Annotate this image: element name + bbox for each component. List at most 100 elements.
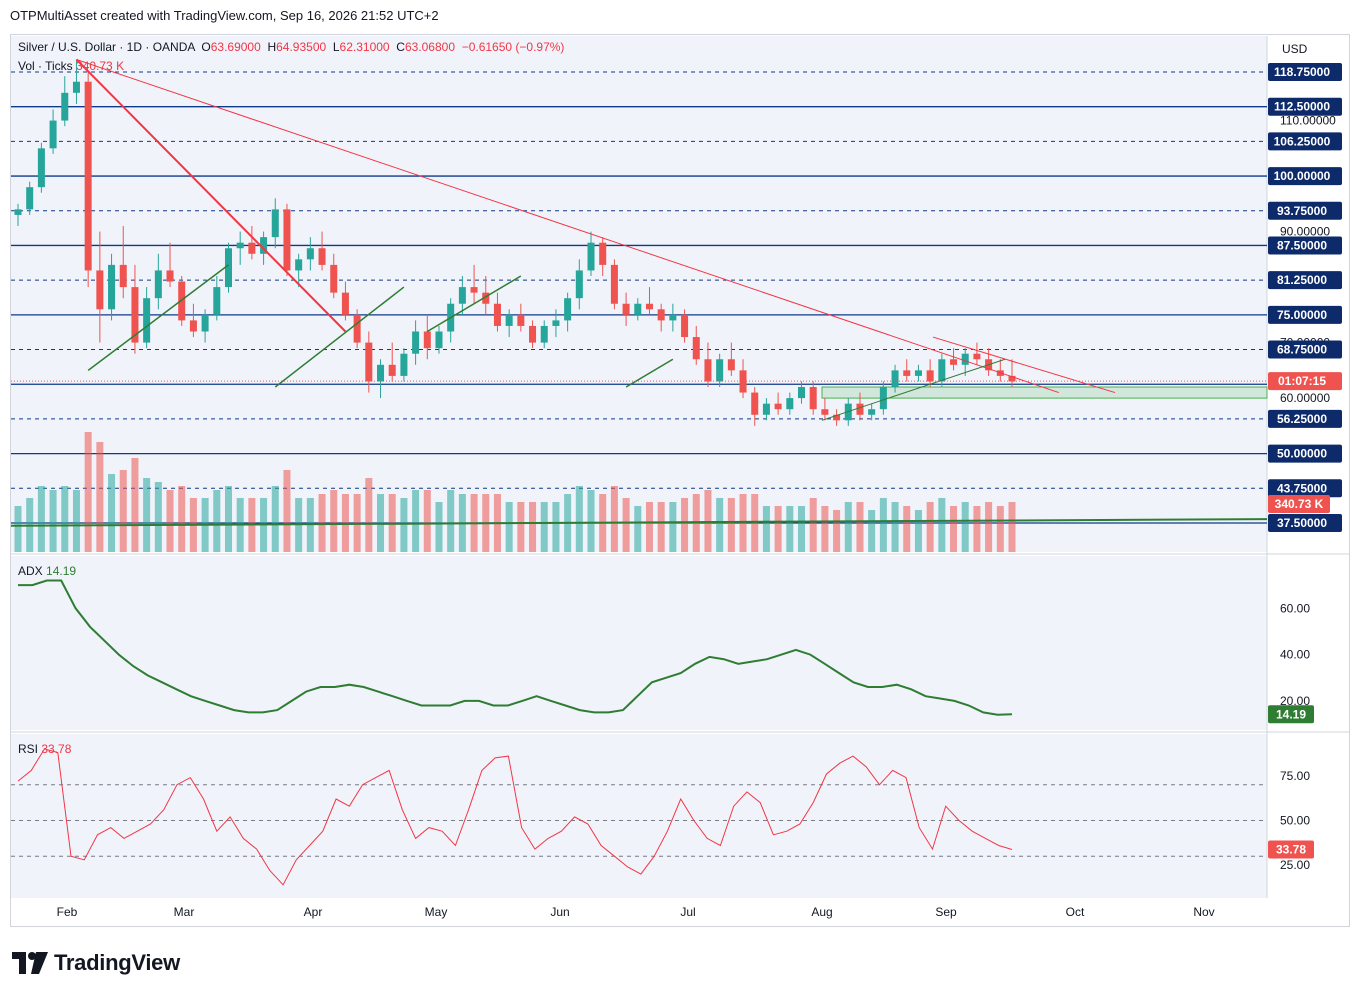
rsi-tick-label: 50.00 bbox=[1280, 813, 1310, 827]
volume-bar bbox=[96, 442, 104, 552]
candle-body bbox=[318, 248, 326, 265]
candle-body bbox=[353, 314, 361, 343]
level-tag-label: 93.75000 bbox=[1277, 204, 1327, 218]
candle-body bbox=[868, 409, 876, 415]
volume-bar bbox=[645, 502, 653, 552]
candle-body bbox=[716, 359, 724, 382]
tradingview-logo[interactable]: TradingView bbox=[12, 950, 180, 976]
level-tag-label: 75.00000 bbox=[1277, 308, 1327, 322]
candle-body bbox=[493, 303, 501, 326]
candle-body bbox=[213, 287, 221, 315]
level-tag bbox=[1268, 236, 1342, 255]
volume-bar bbox=[727, 498, 735, 552]
volume-bar bbox=[973, 506, 981, 552]
adx-value-tag-label: 14.19 bbox=[1276, 707, 1306, 721]
volume-bar bbox=[143, 478, 151, 552]
volume-bar bbox=[926, 502, 934, 552]
chart-frame bbox=[10, 34, 1350, 927]
level-tag-label: 43.75000 bbox=[1277, 481, 1327, 495]
volume-bar bbox=[903, 506, 911, 552]
rsi-line bbox=[17, 748, 1013, 886]
candle-body bbox=[295, 259, 303, 271]
candle-body bbox=[283, 209, 291, 271]
candle-body bbox=[914, 370, 922, 376]
volume-bar bbox=[856, 502, 864, 552]
candle-body bbox=[201, 314, 209, 332]
candle-body bbox=[587, 242, 595, 271]
candle-body bbox=[341, 292, 349, 315]
y-tick-label: 60.00000 bbox=[1280, 391, 1330, 405]
candle-body bbox=[49, 120, 57, 149]
volume-bar bbox=[108, 474, 116, 552]
candle-body bbox=[435, 331, 443, 349]
countdown-tag bbox=[1268, 372, 1342, 391]
uptrend-channel bbox=[426, 275, 522, 333]
x-tick-label: Oct bbox=[1066, 905, 1085, 919]
volume-bar bbox=[119, 470, 127, 552]
level-tag bbox=[1268, 167, 1342, 186]
candle-body bbox=[400, 353, 408, 376]
open-value: 63.69000 bbox=[210, 40, 261, 54]
candle-body bbox=[306, 248, 314, 260]
candle-body bbox=[224, 248, 233, 288]
level-tag-label: 81.25000 bbox=[1277, 273, 1327, 287]
level-tag-label: 118.75000 bbox=[1274, 65, 1330, 79]
level-tag bbox=[1268, 409, 1342, 428]
level-tag-label: 112.50000 bbox=[1274, 100, 1330, 114]
candle-body bbox=[657, 309, 665, 321]
candle-body bbox=[189, 320, 197, 332]
volume-bar bbox=[213, 490, 221, 552]
x-tick-label: Aug bbox=[811, 905, 832, 919]
volume-bar bbox=[774, 506, 782, 552]
volume-bar bbox=[224, 486, 233, 552]
support-zone bbox=[821, 386, 1268, 399]
volume-bar bbox=[961, 502, 969, 552]
candle-body bbox=[330, 264, 338, 293]
candle-body bbox=[482, 292, 490, 304]
adx-value: 14.19 bbox=[46, 564, 77, 578]
volume-bar bbox=[72, 490, 80, 552]
candle-body bbox=[248, 242, 256, 254]
candle-body bbox=[388, 364, 396, 376]
volume-bar bbox=[833, 510, 841, 552]
candle-body bbox=[61, 92, 69, 121]
volume-bar bbox=[681, 498, 689, 552]
level-tag bbox=[1268, 63, 1342, 81]
volume-bar bbox=[797, 506, 806, 552]
volume-bar bbox=[868, 510, 876, 552]
candle-body bbox=[517, 314, 525, 326]
level-tag-label: 37.50000 bbox=[1277, 516, 1327, 530]
candle-body bbox=[903, 370, 911, 376]
level-tag bbox=[1268, 201, 1342, 220]
volume-bar bbox=[879, 498, 887, 552]
candle-body bbox=[540, 325, 548, 343]
candle-body bbox=[809, 387, 817, 410]
chart-attribution: OTPMultiAsset created with TradingView.c… bbox=[10, 8, 439, 23]
volume-bar bbox=[716, 498, 724, 552]
volume-bar bbox=[271, 486, 279, 552]
rsi-tick-label: 75.00 bbox=[1280, 769, 1310, 783]
adx-line bbox=[18, 579, 1013, 716]
volume-bar bbox=[587, 490, 595, 552]
candle-body bbox=[505, 314, 513, 326]
currency-label[interactable]: USD bbox=[1282, 42, 1308, 56]
volume-bar bbox=[517, 502, 525, 552]
volume-bar bbox=[669, 502, 677, 552]
volume-bar bbox=[529, 502, 537, 552]
candle-body bbox=[529, 325, 537, 343]
volume-bar bbox=[423, 490, 431, 552]
main-pane-bg bbox=[11, 36, 1267, 552]
level-tag bbox=[1268, 340, 1342, 359]
adx-label: ADX bbox=[18, 564, 43, 578]
candle-body bbox=[26, 187, 34, 210]
volume-bar bbox=[762, 506, 770, 552]
candle-body bbox=[681, 314, 689, 338]
symbol-name: Silver / U.S. Dollar · 1D · OANDA bbox=[18, 40, 195, 54]
volume-bar bbox=[318, 494, 326, 552]
volume-bar bbox=[49, 490, 57, 552]
rsi-label: RSI bbox=[18, 742, 39, 756]
candle-body bbox=[14, 209, 22, 215]
low-value: 62.31000 bbox=[339, 40, 390, 54]
downtrend-line-steep bbox=[75, 58, 347, 333]
